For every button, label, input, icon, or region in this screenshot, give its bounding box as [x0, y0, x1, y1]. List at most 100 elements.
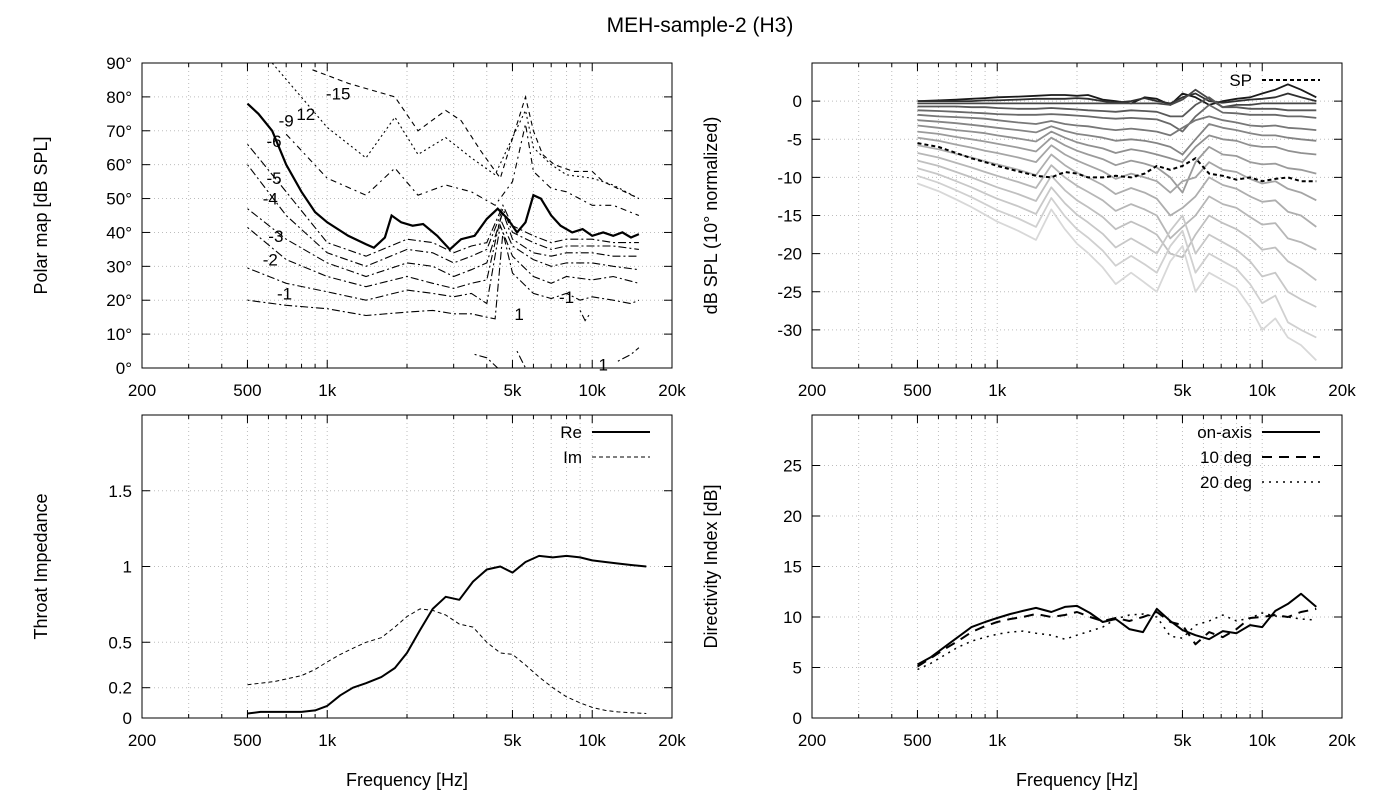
y-tick-label: 10° — [106, 325, 132, 344]
y-tick-label: 20 — [783, 507, 802, 526]
y-axis-label: Polar map [dB SPL] — [31, 136, 51, 294]
x-tick-label: 200 — [798, 731, 826, 750]
y-axis-label: dB SPL (10° normalized) — [701, 117, 721, 315]
y-tick-label: 0 — [793, 92, 802, 111]
y-axis-label: Throat Impedance — [31, 493, 51, 639]
contour-line — [247, 143, 639, 257]
x-tick-label: 10k — [579, 731, 607, 750]
x-tick-label: 1k — [988, 731, 1006, 750]
x-tick-label: 5k — [1173, 731, 1191, 750]
x-tick-label: 20k — [1328, 731, 1356, 750]
series-line — [247, 554, 647, 715]
series-line — [917, 152, 1317, 251]
y-tick-label: 25 — [783, 457, 802, 476]
series-line — [917, 96, 1317, 118]
y-tick-label: 20° — [106, 291, 132, 310]
x-tick-label: 10k — [1249, 381, 1277, 400]
series-line — [247, 608, 647, 714]
series-line — [917, 167, 1317, 308]
ticks: 200 500 1k 5k 10k 20k 0 -5 -10 -15 -20 -25 -30 — [777, 63, 1356, 400]
x-tick-label: 200 — [128, 381, 156, 400]
series-line — [917, 136, 1317, 202]
y-tick-label: 15 — [783, 558, 802, 577]
contour-line — [247, 217, 639, 289]
legend-label: Im — [563, 448, 582, 467]
x-tick-label: 10k — [579, 381, 607, 400]
y-tick-label: 1 — [123, 558, 132, 577]
y-tick-label: 40° — [106, 223, 132, 242]
x-axis-label: Frequency [Hz] — [346, 770, 468, 790]
plot-area — [917, 83, 1317, 362]
x-tick-label: 5k — [1173, 381, 1191, 400]
series-line — [917, 104, 1317, 133]
ticks: 200 500 1k 5k 10k 20k 0 0.2 0.5 1 1.5 — [108, 415, 686, 750]
x-tick-label: 200 — [128, 731, 156, 750]
y-tick-label: 10 — [783, 608, 802, 627]
y-tick-label: -25 — [777, 283, 802, 302]
x-tick-label: 20k — [658, 731, 686, 750]
y-tick-label: 0 — [123, 709, 132, 728]
plot-area — [916, 592, 1317, 671]
contour-line — [247, 164, 639, 267]
contour-line — [285, 123, 640, 217]
legend-label: Re — [560, 423, 582, 442]
ticks: 200 500 1k 5k 10k 20k 0 5 10 15 20 25 — [783, 415, 1356, 750]
throat-impedance-panel: 200 500 1k 5k 10k 20k 0 0.2 0.5 1 1.5 Throat Impeda… — [31, 414, 686, 790]
y-tick-label: -30 — [777, 321, 802, 340]
contour-label: -9 — [279, 112, 294, 131]
contour-line — [247, 232, 640, 320]
contour-line — [247, 208, 639, 278]
contour-label: 12 — [296, 105, 315, 124]
x-tick-label: 1k — [318, 731, 336, 750]
x-tick-label: 500 — [903, 731, 931, 750]
legend: Re Im — [560, 423, 650, 467]
y-tick-label: 1.5 — [108, 482, 132, 501]
polar-map-panel: 200 500 1k 5k 10k 20k 0° 10° 20° 30° 40° 50° 60° 70° 8… — [31, 54, 686, 400]
x-tick-label: 5k — [503, 731, 521, 750]
contour-label: -1 — [277, 284, 292, 303]
y-tick-label: 0° — [116, 359, 132, 378]
plot-area — [246, 63, 640, 368]
contour-line — [579, 310, 591, 322]
series-line — [917, 144, 1317, 228]
y-tick-label: -15 — [777, 207, 802, 226]
series-line — [917, 159, 1317, 282]
series-line — [917, 88, 1317, 109]
series-line — [917, 182, 1317, 362]
series-line — [917, 119, 1317, 156]
contour-line — [246, 102, 640, 251]
series-line — [917, 130, 1317, 194]
plot-area — [247, 554, 647, 715]
contour-label: -1 — [559, 288, 574, 307]
contour-line — [312, 69, 640, 200]
x-tick-label: 500 — [233, 731, 261, 750]
y-tick-label: 50° — [106, 190, 132, 209]
x-tick-label: 500 — [233, 381, 261, 400]
y-tick-label: 0 — [793, 709, 802, 728]
series-line — [917, 113, 1317, 137]
x-tick-label: 1k — [318, 381, 336, 400]
x-tick-label: 20k — [1328, 381, 1356, 400]
contour-line — [617, 347, 640, 362]
directivity-index-panel: 200 500 1k 5k 10k 20k 0 5 10 15 20 25 Directivity In… — [701, 414, 1356, 790]
x-tick-label: 5k — [503, 381, 521, 400]
x-axis-label: Frequency [Hz] — [1016, 770, 1138, 790]
x-tick-label: 200 — [798, 381, 826, 400]
legend-label: on-axis — [1197, 423, 1252, 442]
legend: SP — [1229, 71, 1320, 90]
contour-label: -4 — [263, 190, 278, 209]
spl-normalized-panel: 200 500 1k 5k 10k 20k 0 -5 -10 -15 -20 -25 -30 dB SPL… — [701, 62, 1356, 400]
series-line — [916, 607, 1317, 668]
y-tick-label: -10 — [777, 168, 802, 187]
y-tick-label: -20 — [777, 245, 802, 264]
y-tick-label: 0.5 — [108, 633, 132, 652]
contour-line — [516, 350, 526, 368]
ticks: 200 500 1k 5k 10k 20k 0° 10° 20° 30° 40° 50° 60° 70° 8… — [106, 54, 686, 400]
sp-series-line — [917, 142, 1317, 183]
grid — [812, 415, 1342, 718]
contour-label: 1 — [514, 305, 523, 324]
contour-line — [474, 353, 499, 368]
legend-label: 10 deg — [1200, 448, 1252, 467]
contour-label: 1 — [598, 356, 607, 375]
